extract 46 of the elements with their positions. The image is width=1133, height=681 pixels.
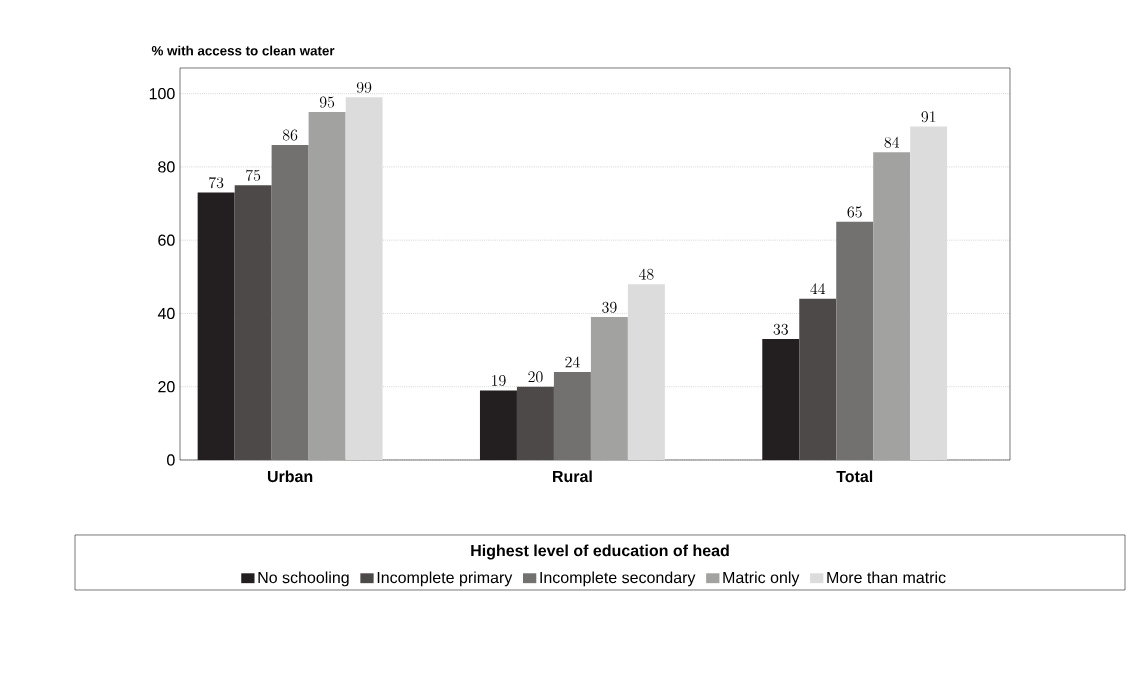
y-tick-label: 20	[158, 381, 175, 393]
y-axis-title: % with access to clean water	[151, 45, 335, 56]
legend-label: Matric only	[723, 571, 800, 587]
bar	[590, 317, 628, 460]
legend-label: No schooling	[258, 571, 349, 587]
x-tick-label: Rural	[553, 470, 592, 483]
data-label: 20	[528, 371, 543, 383]
bar	[516, 386, 554, 460]
data-label: 86	[282, 129, 298, 141]
data-label: 99	[356, 81, 372, 93]
data-label: 73	[209, 177, 224, 189]
bar	[479, 390, 517, 460]
y-tick-label: 100	[149, 87, 175, 100]
bar	[627, 284, 665, 460]
bar	[873, 152, 911, 460]
bar	[271, 144, 309, 460]
legend-label: More than matric	[827, 571, 946, 584]
x-tick-label: Urban	[267, 470, 313, 483]
bar	[308, 111, 346, 460]
data-label: 75	[246, 169, 261, 181]
bar	[799, 298, 837, 460]
bar	[234, 185, 272, 460]
y-tick-label: 60	[158, 234, 175, 246]
bar	[345, 97, 383, 460]
data-label: 39	[602, 301, 617, 313]
data-label: 95	[319, 96, 335, 108]
legend-label: Incomplete primary	[377, 571, 513, 587]
data-label: 44	[810, 283, 826, 295]
data-label: 33	[773, 323, 788, 335]
x-tick-label: Total	[836, 470, 873, 483]
legend-title: Highest level of education of head	[471, 544, 729, 560]
data-label: 19	[492, 375, 506, 387]
bar	[553, 372, 591, 460]
bar	[836, 221, 874, 460]
legend-label: Incomplete secondary	[540, 571, 696, 587]
bar	[910, 126, 948, 460]
data-label: 65	[847, 206, 862, 218]
data-label: 84	[884, 136, 900, 148]
data-label: 24	[565, 356, 580, 368]
y-tick-label: 80	[158, 161, 175, 173]
y-tick-label: 0	[167, 454, 175, 466]
y-tick-label: 40	[157, 307, 175, 320]
bar	[762, 339, 800, 460]
data-label: 91	[921, 111, 936, 123]
data-label: 48	[638, 268, 654, 280]
bar	[197, 192, 235, 460]
